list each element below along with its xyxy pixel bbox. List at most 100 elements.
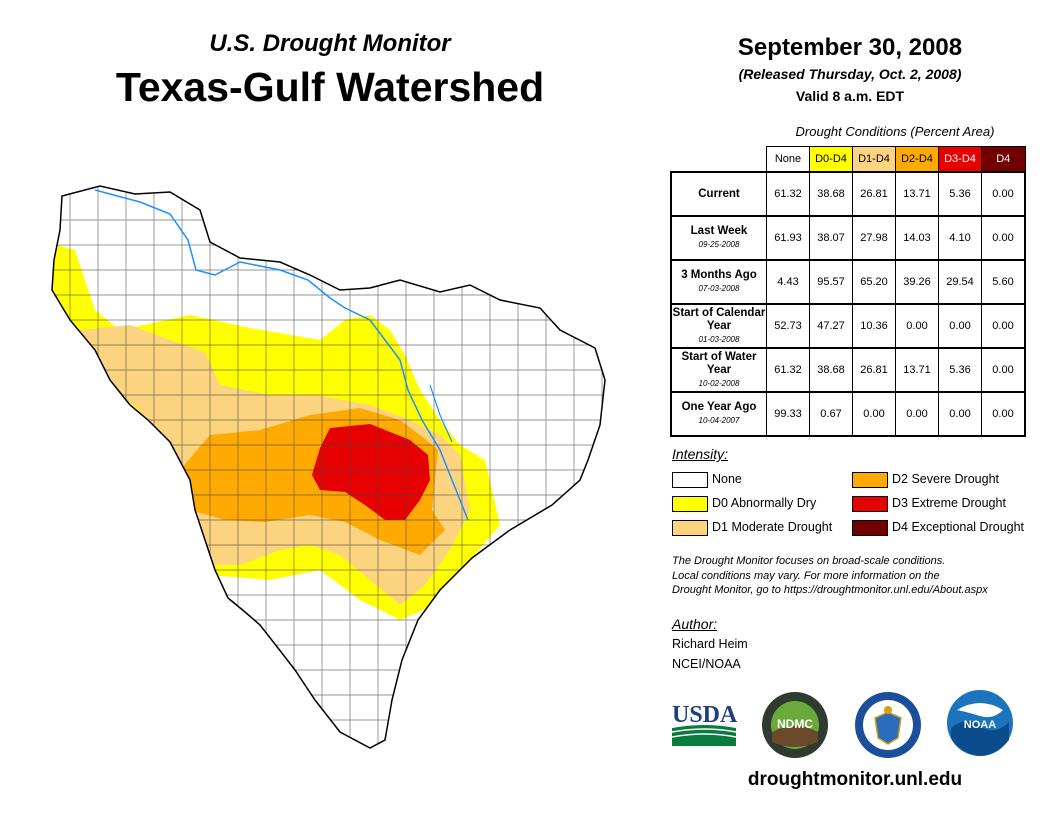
disclaimer-note: The Drought Monitor focuses on broad-sca… — [672, 554, 1042, 598]
table-row: Start of Calendar Year 01-03-2008 52.73 47.… — [670, 303, 1026, 349]
col-header: None — [766, 146, 810, 173]
row-label: One Year Ago 10-04-2007 — [670, 391, 767, 437]
row-label-text: Start of Water Year — [681, 350, 757, 376]
author-org: NCEI/NOAA — [672, 657, 741, 671]
row-label: 3 Months Ago 07-03-2008 — [670, 259, 767, 305]
legend-swatch-d3 — [852, 496, 888, 512]
table-row: Current 61.32 38.68 26.81 13.71 5.36 0.00 — [670, 171, 1026, 217]
table-header-row: None D0-D4 D1-D4 D2-D4 D3-D4 D4 — [671, 146, 1026, 173]
row-date: 10-02-2008 — [698, 378, 740, 388]
release-date: (Released Thursday, Oct. 2, 2008) — [738, 66, 962, 82]
table-cell: 39.26 — [895, 259, 939, 305]
col-header: D2-D4 — [895, 146, 939, 173]
table-cell: 38.07 — [809, 215, 853, 261]
table-cell: 4.10 — [938, 215, 982, 261]
row-date: 10-04-2007 — [698, 416, 740, 425]
watershed-boundary — [51, 185, 606, 749]
drought-map — [51, 185, 606, 749]
usda-logo-text: USDA — [672, 702, 738, 728]
table-cell: 26.81 — [852, 347, 896, 393]
row-label-text: Last Week — [690, 225, 748, 237]
row-label-text: 3 Months Ago — [681, 269, 757, 281]
ndmc-logo: NDMC — [762, 692, 828, 758]
table-cell: 5.60 — [981, 259, 1026, 305]
legend-swatch-none — [672, 472, 708, 488]
table-cell: 0.00 — [895, 303, 939, 349]
row-date: 01-03-2008 — [698, 334, 740, 344]
table-cell: 61.32 — [766, 171, 810, 217]
author-heading: Author: — [672, 616, 718, 632]
row-label-text: One Year Ago — [681, 401, 757, 413]
row-label: Start of Water Year 10-02-2008 — [670, 347, 767, 393]
col-header: D4 — [981, 146, 1026, 173]
table-cell: 10.36 — [852, 303, 896, 349]
row-date: 09-25-2008 — [698, 240, 740, 249]
table-cell: 5.36 — [938, 171, 982, 217]
legend-swatch-d1 — [672, 520, 708, 536]
table-cell: 29.54 — [938, 259, 982, 305]
table-cell: 38.68 — [809, 171, 853, 217]
d3-area — [312, 424, 430, 520]
table-cell: 0.00 — [981, 171, 1026, 217]
row-label: Last Week 09-25-2008 — [670, 215, 767, 261]
table-corner — [671, 147, 767, 173]
table-cell: 0.00 — [938, 391, 982, 437]
page-title: Texas-Gulf Watershed — [115, 64, 545, 110]
table-row: One Year Ago 10-04-2007 99.33 0.67 0.00 0.00 0… — [670, 391, 1026, 437]
table-cell: 0.00 — [852, 391, 896, 437]
note-line: The Drought Monitor focuses on broad-sca… — [672, 555, 946, 567]
table-cell: 47.27 — [809, 303, 853, 349]
table-cell: 38.68 — [809, 347, 853, 393]
table-cell: 61.93 — [766, 215, 810, 261]
legend-label-d1: D1 Moderate Drought — [712, 520, 833, 534]
valid-time: Valid 8 a.m. EDT — [795, 88, 905, 104]
table-row: 3 Months Ago 07-03-2008 4.43 95.57 65.20 39.2… — [670, 259, 1026, 305]
table-cell: 65.20 — [852, 259, 896, 305]
table-cell: 13.71 — [895, 347, 939, 393]
noaa-logo: NOAA — [947, 690, 1013, 756]
table-cell: 4.43 — [766, 259, 810, 305]
col-header: D0-D4 — [809, 146, 853, 173]
legend-swatch-d2 — [852, 472, 888, 488]
table-row: Last Week 09-25-2008 61.93 38.07 27.98 14.03 4… — [670, 215, 1026, 261]
legend-label-d3: D3 Extreme Drought — [892, 496, 1006, 510]
table-cell: 13.71 — [895, 171, 939, 217]
ndmc-logo-text: NDMC — [777, 717, 813, 731]
table-cell: 0.00 — [938, 303, 982, 349]
commerce-seal-logo — [855, 692, 921, 758]
usda-logo: USDA — [671, 702, 738, 746]
row-label-text: Start of Calendar Year — [672, 306, 766, 332]
table-cell: 0.00 — [981, 303, 1026, 349]
table-cell: 5.36 — [938, 347, 982, 393]
table-cell: 52.73 — [766, 303, 810, 349]
river-line — [429, 384, 453, 443]
legend-label-none: None — [712, 472, 742, 486]
supertitle: U.S. Drought Monitor — [209, 30, 451, 57]
table-cell: 0.00 — [981, 347, 1026, 393]
table-cell: 0.00 — [981, 215, 1026, 261]
col-header: D3-D4 — [938, 146, 982, 173]
table-cell: 27.98 — [852, 215, 896, 261]
table-cell: 99.33 — [766, 391, 810, 437]
table-cell: 0.00 — [895, 391, 939, 437]
site-url[interactable]: droughtmonitor.unl.edu — [747, 769, 963, 790]
table-cell: 0.67 — [809, 391, 853, 437]
noaa-logo-text: NOAA — [964, 719, 996, 731]
row-label-text: Current — [698, 187, 740, 200]
conditions-table: None D0-D4 D1-D4 D2-D4 D3-D4 D4 Current 6… — [670, 146, 1026, 437]
col-header: D1-D4 — [852, 146, 896, 173]
row-date: 07-03-2008 — [698, 284, 740, 293]
table-cell: 95.57 — [809, 259, 853, 305]
legend-heading: Intensity: — [672, 446, 729, 462]
map-date: September 30, 2008 — [737, 34, 963, 61]
table-caption: Drought Conditions (Percent Area) — [795, 124, 995, 139]
note-line: Drought Monitor, go to https://droughtmo… — [672, 584, 988, 596]
legend-label-d4: D4 Exceptional Drought — [892, 520, 1025, 534]
table-cell: 0.00 — [981, 391, 1026, 437]
legend-swatch-d4 — [852, 520, 888, 536]
table-cell: 26.81 — [852, 171, 896, 217]
note-line: Local conditions may vary. For more info… — [672, 569, 940, 582]
table-cell: 14.03 — [895, 215, 939, 261]
legend-swatch-d0 — [672, 496, 708, 512]
table-row: Start of Water Year 10-02-2008 61.32 38.68 2… — [670, 347, 1026, 393]
